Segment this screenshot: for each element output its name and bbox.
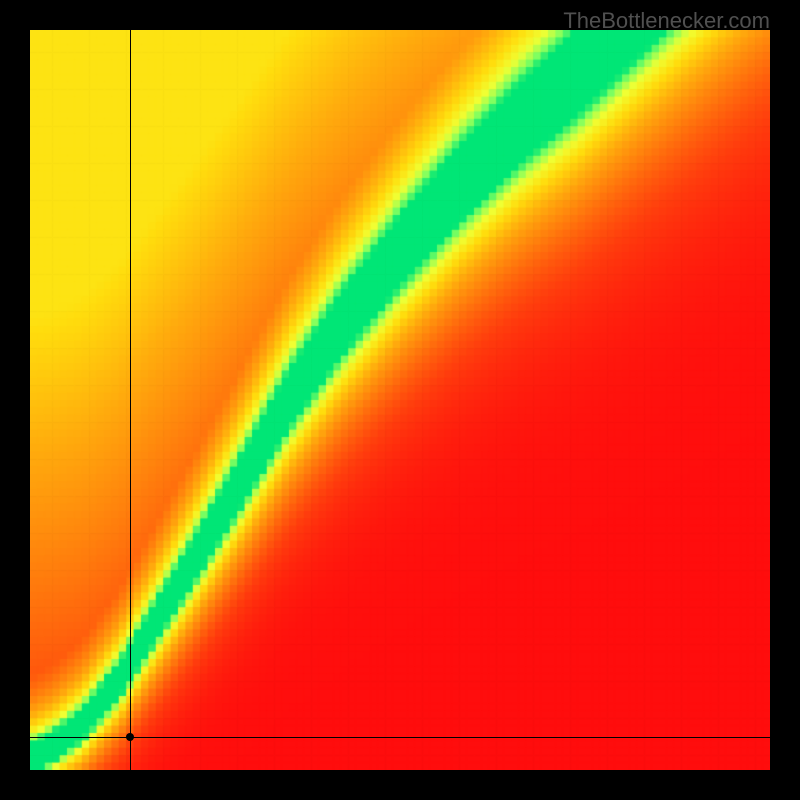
- crosshair-vertical: [130, 30, 131, 770]
- heatmap-plot: [30, 30, 770, 770]
- watermark-text: TheBottlenecker.com: [563, 8, 770, 34]
- marker-dot: [126, 733, 134, 741]
- heatmap-canvas: [30, 30, 770, 770]
- crosshair-horizontal: [30, 737, 770, 738]
